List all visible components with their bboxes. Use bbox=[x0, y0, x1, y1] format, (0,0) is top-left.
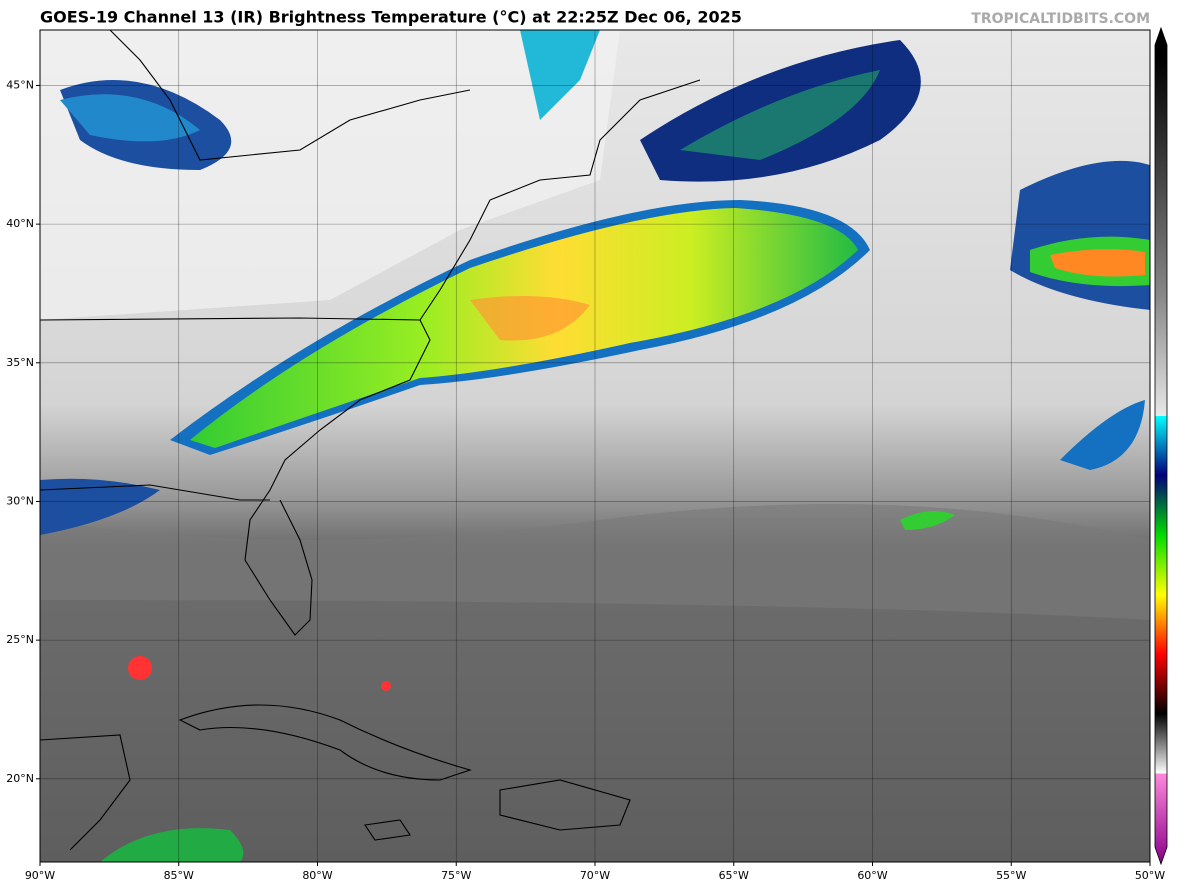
y-tick-label: 35°N bbox=[6, 356, 34, 369]
x-tick-label: 70°W bbox=[580, 869, 610, 882]
x-tick-label: 85°W bbox=[164, 869, 194, 882]
x-tick-label: 60°W bbox=[857, 869, 887, 882]
y-tick-label: 20°N bbox=[6, 772, 34, 785]
y-tick-label: 40°N bbox=[6, 217, 34, 230]
y-tick-label: 25°N bbox=[6, 633, 34, 646]
title: GOES-19 Channel 13 (IR) Brightness Tempe… bbox=[40, 8, 742, 27]
satellite-image bbox=[40, 30, 1150, 862]
x-tick-label: 80°W bbox=[302, 869, 332, 882]
x-tick-label: 55°W bbox=[996, 869, 1026, 882]
y-tick-label: 45°N bbox=[6, 78, 34, 91]
colorbar bbox=[1154, 26, 1168, 866]
x-tick-label: 50°W bbox=[1135, 869, 1165, 882]
x-tick-label: 65°W bbox=[719, 869, 749, 882]
x-tick-label: 75°W bbox=[441, 869, 471, 882]
watermark: TROPICALTIDBITS.COM bbox=[971, 11, 1150, 27]
graticule: 90°W 85°W 80°W 75°W 70°W 65°W 60°W 55°W 50°W 20°N… bbox=[6, 30, 1165, 882]
x-tick-label: 90°W bbox=[25, 869, 55, 882]
y-tick-label: 30°N bbox=[6, 494, 34, 507]
